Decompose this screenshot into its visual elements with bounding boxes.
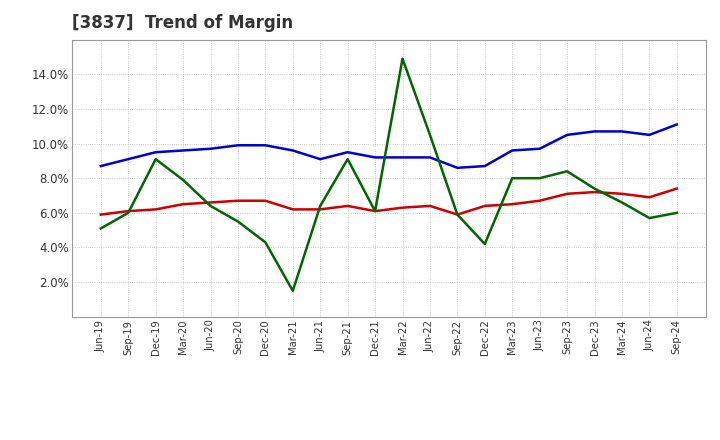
- Ordinary Income: [590, 129, 599, 134]
- Net Income: [536, 198, 544, 203]
- Ordinary Income: [563, 132, 572, 138]
- Operating Cashflow: [590, 186, 599, 191]
- Ordinary Income: [371, 155, 379, 160]
- Line: Operating Cashflow: Operating Cashflow: [101, 59, 677, 291]
- Ordinary Income: [233, 143, 242, 148]
- Net Income: [398, 205, 407, 210]
- Operating Cashflow: [206, 203, 215, 209]
- Net Income: [151, 207, 160, 212]
- Operating Cashflow: [343, 157, 352, 162]
- Operating Cashflow: [563, 169, 572, 174]
- Operating Cashflow: [672, 210, 681, 216]
- Operating Cashflow: [179, 177, 187, 183]
- Operating Cashflow: [233, 219, 242, 224]
- Ordinary Income: [618, 129, 626, 134]
- Ordinary Income: [261, 143, 270, 148]
- Operating Cashflow: [316, 203, 325, 209]
- Operating Cashflow: [398, 56, 407, 61]
- Ordinary Income: [343, 150, 352, 155]
- Line: Ordinary Income: Ordinary Income: [101, 125, 677, 168]
- Net Income: [96, 212, 105, 217]
- Net Income: [618, 191, 626, 196]
- Text: [3837]  Trend of Margin: [3837] Trend of Margin: [72, 15, 293, 33]
- Operating Cashflow: [371, 209, 379, 214]
- Net Income: [672, 186, 681, 191]
- Operating Cashflow: [151, 157, 160, 162]
- Ordinary Income: [426, 155, 434, 160]
- Net Income: [371, 209, 379, 214]
- Ordinary Income: [124, 157, 132, 162]
- Ordinary Income: [151, 150, 160, 155]
- Operating Cashflow: [480, 242, 489, 247]
- Net Income: [233, 198, 242, 203]
- Net Income: [508, 202, 516, 207]
- Net Income: [261, 198, 270, 203]
- Net Income: [316, 207, 325, 212]
- Net Income: [590, 189, 599, 194]
- Ordinary Income: [645, 132, 654, 138]
- Operating Cashflow: [261, 240, 270, 245]
- Operating Cashflow: [96, 226, 105, 231]
- Ordinary Income: [206, 146, 215, 151]
- Line: Net Income: Net Income: [101, 189, 677, 215]
- Operating Cashflow: [618, 200, 626, 205]
- Net Income: [124, 209, 132, 214]
- Net Income: [480, 203, 489, 209]
- Operating Cashflow: [426, 132, 434, 138]
- Ordinary Income: [289, 148, 297, 153]
- Operating Cashflow: [289, 288, 297, 293]
- Ordinary Income: [96, 163, 105, 169]
- Operating Cashflow: [453, 212, 462, 217]
- Operating Cashflow: [508, 176, 516, 181]
- Ordinary Income: [480, 163, 489, 169]
- Net Income: [426, 203, 434, 209]
- Ordinary Income: [316, 157, 325, 162]
- Operating Cashflow: [124, 210, 132, 216]
- Ordinary Income: [672, 122, 681, 127]
- Operating Cashflow: [645, 216, 654, 221]
- Ordinary Income: [453, 165, 462, 170]
- Ordinary Income: [508, 148, 516, 153]
- Ordinary Income: [179, 148, 187, 153]
- Net Income: [563, 191, 572, 196]
- Net Income: [343, 203, 352, 209]
- Net Income: [289, 207, 297, 212]
- Net Income: [453, 212, 462, 217]
- Net Income: [645, 194, 654, 200]
- Operating Cashflow: [536, 176, 544, 181]
- Ordinary Income: [398, 155, 407, 160]
- Ordinary Income: [536, 146, 544, 151]
- Net Income: [206, 200, 215, 205]
- Net Income: [179, 202, 187, 207]
